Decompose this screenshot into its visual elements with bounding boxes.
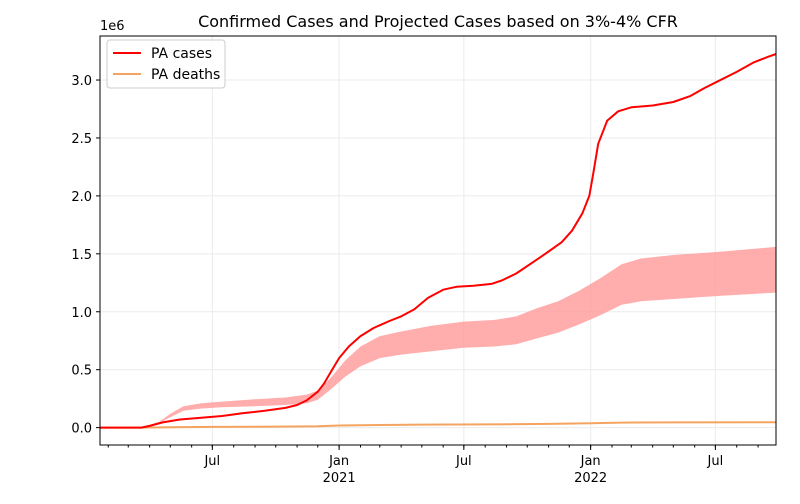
legend-label-cases: PA cases [151,46,212,62]
y-tick-label: 2.0 [71,190,92,205]
grid-lines [100,36,776,445]
y-tick-label: 1.0 [71,306,92,321]
legend-label-deaths: PA deaths [151,67,220,83]
plot-frame [100,36,776,445]
y-multiplier-label: 1e6 [100,19,125,34]
series-line-pa-deaths [100,422,776,427]
line-chart: Confirmed Cases and Projected Cases base… [0,0,800,500]
x-tick-sublabel: 2022 [574,471,607,486]
chart-container: Confirmed Cases and Projected Cases base… [0,0,800,500]
y-tick-label: 2.5 [71,132,92,147]
y-tick-label: 1.5 [71,248,92,263]
legend: PA cases PA deaths [107,40,225,88]
series-layer [100,54,776,428]
x-tick-label: Jul [707,454,724,469]
x-tick-label: Jan [580,454,601,469]
projection-band-layer [100,247,776,428]
chart-title: Confirmed Cases and Projected Cases base… [198,12,678,31]
x-tick-label: Jul [203,454,220,469]
x-tick-label: Jul [455,454,472,469]
y-tick-label: 0.0 [71,422,92,437]
y-tick-label: 3.0 [71,74,92,89]
x-tick-sublabel: 2021 [323,471,356,486]
series-line-pa-cases [100,54,776,428]
projection-band [100,247,776,428]
y-tick-label: 0.5 [71,364,92,379]
x-tick-label: Jan [328,454,349,469]
